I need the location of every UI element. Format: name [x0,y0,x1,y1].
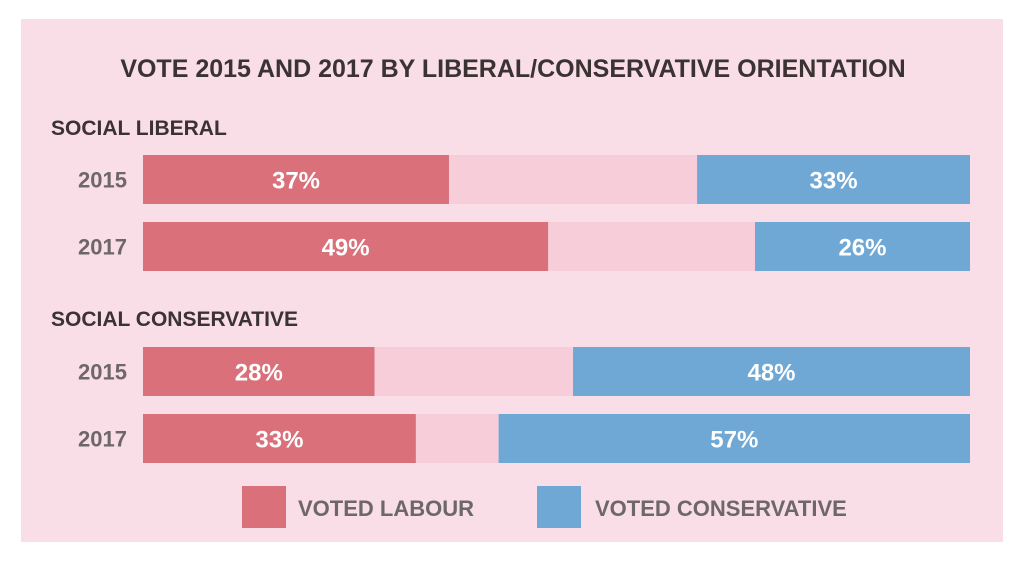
data-label-labour: 37% [272,168,320,195]
chart-title: VOTE 2015 AND 2017 BY LIBERAL/CONSERVATI… [120,55,905,83]
year-label: 2017 [78,427,127,452]
bar-labour [143,155,449,204]
bar-labour [143,222,549,271]
bar-other [448,155,698,204]
data-label-labour: 33% [255,427,303,454]
data-label-conservative: 26% [838,235,886,262]
bar-labour [143,414,416,463]
chart-panel: VOTE 2015 AND 2017 BY LIBERAL/CONSERVATI… [21,19,1003,542]
group-label: SOCIAL LIBERAL [51,117,227,140]
chart-svg: VOTE 2015 AND 2017 BY LIBERAL/CONSERVATI… [51,55,970,528]
legend-item-labour: VOTED LABOUR [242,486,474,528]
bar-other [374,347,574,396]
data-label-labour: 49% [322,235,370,262]
year-label: 2017 [78,235,127,260]
bar-conservative [498,414,970,463]
bar-row-2015: 2015 37% 33% [78,155,970,204]
legend: VOTED LABOUR VOTED CONSERVATIVE [242,486,847,528]
bar-row-2017: 2017 49% 26% [78,222,970,271]
data-label-conservative: 48% [747,360,795,387]
group-label: SOCIAL CONSERVATIVE [51,308,298,331]
bar-row-2015: 2015 28% 48% [78,347,970,396]
bar-labour [143,347,375,396]
group-social-liberal: SOCIAL LIBERAL 2015 37% 33% 2017 49% 26% [51,117,970,271]
bar-conservative [573,347,970,396]
bar-row-2017: 2017 33% 57% [78,414,970,463]
bar-other [415,414,499,463]
bar-other [548,222,755,271]
legend-swatch [537,486,581,528]
legend-label: VOTED LABOUR [298,496,474,521]
data-label-conservative: 57% [710,427,758,454]
group-social-conservative: SOCIAL CONSERVATIVE 2015 28% 48% 2017 33% 57% [51,308,970,463]
data-label-labour: 28% [235,360,283,387]
bar-conservative [697,155,970,204]
legend-swatch [242,486,286,528]
legend-label: VOTED CONSERVATIVE [595,496,847,521]
year-label: 2015 [78,168,127,193]
year-label: 2015 [78,360,127,385]
bar-conservative [754,222,970,271]
legend-item-conservative: VOTED CONSERVATIVE [537,486,847,528]
data-label-conservative: 33% [810,168,858,195]
